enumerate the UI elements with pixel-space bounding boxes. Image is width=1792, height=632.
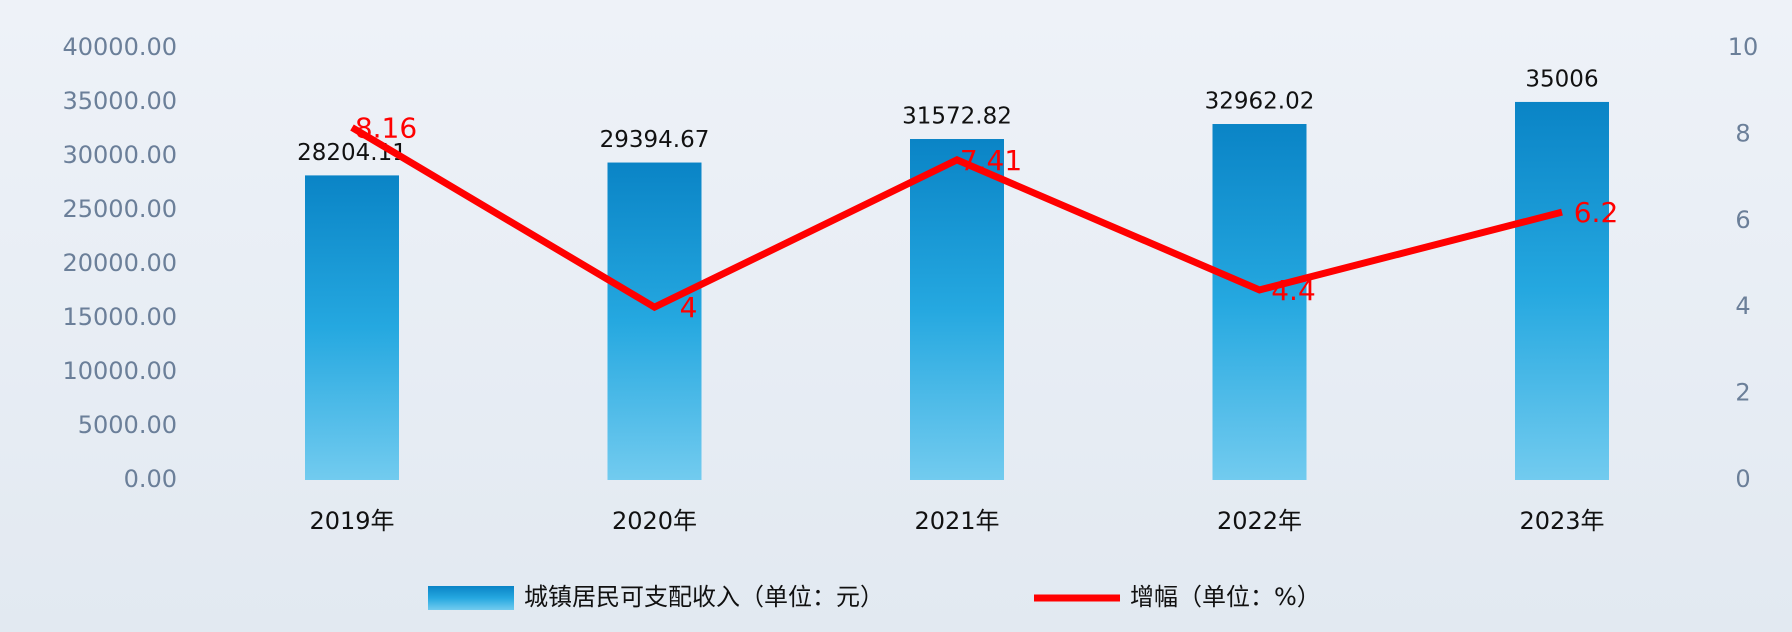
- line-value-label: 4: [680, 291, 698, 324]
- bar-value-label: 29394.67: [600, 127, 710, 153]
- x-tick-label: 2020年: [612, 507, 697, 535]
- x-tick-label: 2022年: [1217, 507, 1302, 535]
- line-value-label: 4.4: [1271, 274, 1316, 307]
- bar-value-label: 35006: [1525, 66, 1598, 92]
- y2-tick-label: 0: [1735, 465, 1750, 493]
- y-tick-label: 40000.00: [62, 33, 177, 61]
- y-tick-label: 20000.00: [62, 249, 177, 277]
- y-tick-label: 15000.00: [62, 303, 177, 331]
- y-tick-label: 5000.00: [78, 411, 177, 439]
- bar: [1515, 101, 1609, 480]
- y-tick-label: 30000.00: [62, 141, 177, 169]
- y-tick-label: 0.00: [124, 465, 177, 493]
- line-value-label: 7.41: [960, 144, 1022, 177]
- legend-label: 增幅（单位：%）: [1130, 583, 1321, 611]
- x-tick-label: 2019年: [309, 507, 394, 535]
- legend-swatch: [428, 586, 514, 610]
- line-value-label: 8.16: [355, 111, 417, 144]
- legend-label: 城镇居民可支配收入（单位：元）: [524, 583, 884, 611]
- x-tick-label: 2021年: [914, 507, 999, 535]
- y2-tick-label: 10: [1728, 33, 1759, 61]
- y2-tick-label: 6: [1735, 206, 1750, 234]
- y2-tick-label: 2: [1735, 379, 1750, 407]
- bar-value-label: 31572.82: [902, 104, 1012, 130]
- bar: [1212, 124, 1307, 480]
- y2-tick-label: 4: [1735, 292, 1750, 320]
- x-tick-label: 2023年: [1519, 507, 1604, 535]
- y-tick-label: 10000.00: [62, 357, 177, 385]
- y-tick-label: 35000.00: [62, 87, 177, 115]
- y-tick-label: 25000.00: [62, 195, 177, 223]
- bar: [607, 162, 702, 480]
- line-value-label: 6.2: [1574, 196, 1619, 229]
- bar-value-label: 32962.02: [1205, 89, 1315, 115]
- line: [350, 124, 1563, 312]
- bar: [910, 139, 1004, 480]
- y2-tick-label: 8: [1735, 119, 1750, 147]
- bar: [305, 175, 399, 480]
